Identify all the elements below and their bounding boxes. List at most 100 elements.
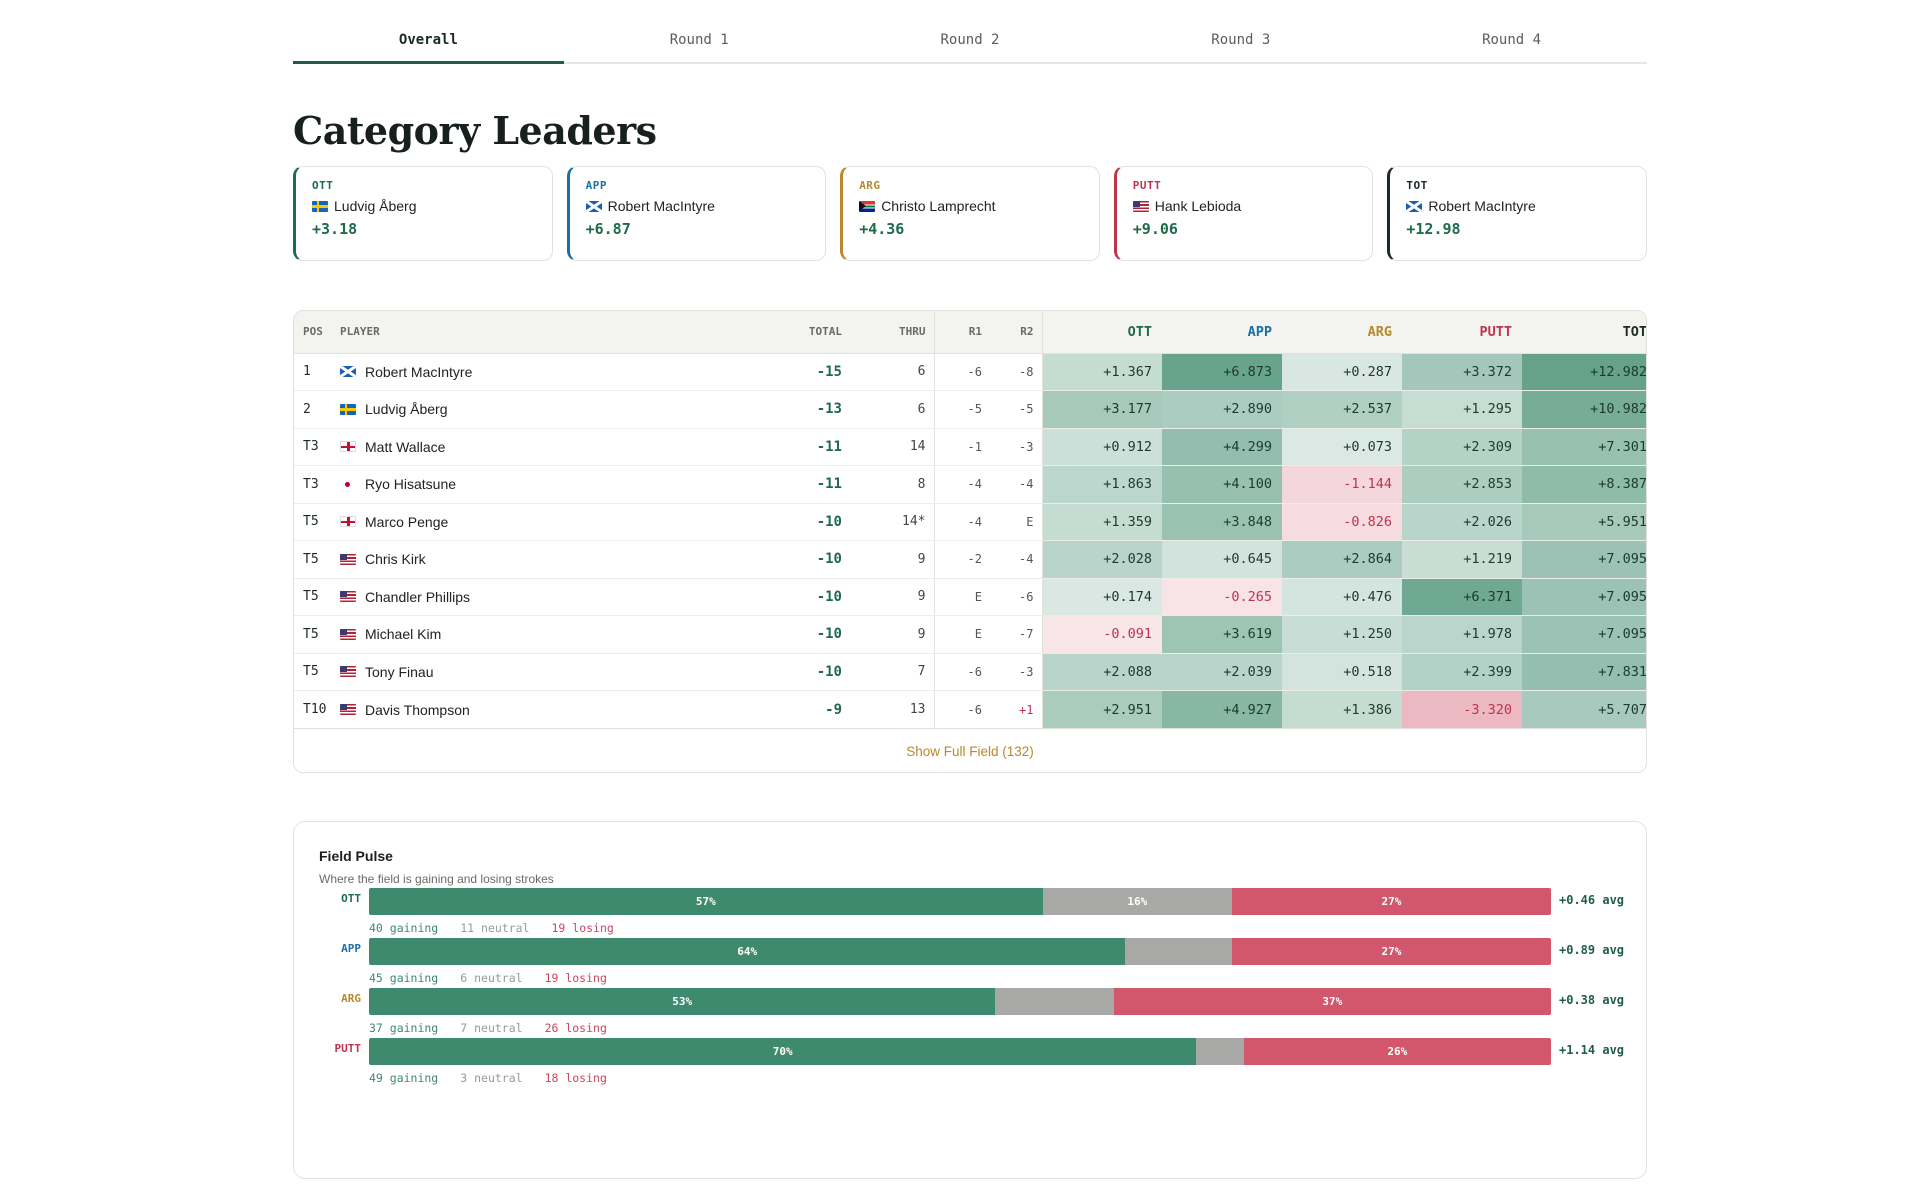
header-arg[interactable]: ARG — [1282, 311, 1402, 354]
header-r2[interactable]: R2 — [988, 311, 1043, 354]
table-row[interactable]: T5 Chandler Phillips -10 9 E -6 +0.174 -0.265 +0… — [294, 578, 1646, 616]
header-putt[interactable]: PUTT — [1402, 311, 1522, 354]
table-row[interactable]: 2 Ludvig Åberg -13 6 -5 -5 +3.177 +2.890 +2.537 +… — [294, 390, 1646, 429]
header-player[interactable]: PLAYER — [340, 311, 772, 354]
player-cell[interactable]: Michael Kim — [340, 615, 772, 654]
losing-segment[interactable]: 27% — [1231, 938, 1551, 965]
player-name[interactable]: Marco Penge — [365, 513, 449, 530]
leader-card-ott[interactable]: OTT Ludvig Åberg +3.18 — [293, 166, 553, 261]
total-cell: -15 — [772, 353, 852, 391]
header-app[interactable]: APP — [1162, 311, 1282, 354]
putt-cell: +1.295 — [1402, 390, 1522, 429]
tab-overall[interactable]: Overall — [293, 20, 564, 64]
neutral-segment[interactable]: 16% — [1042, 888, 1232, 915]
pulse-average: +1.14 avg — [1559, 1043, 1624, 1057]
leader-card-tot[interactable]: TOT Robert MacIntyre +12.98 — [1387, 166, 1647, 261]
r1-cell: -6 — [934, 353, 988, 391]
flag-usa-icon — [340, 553, 356, 565]
flag-usa-icon — [340, 591, 356, 603]
losing-segment[interactable]: 27% — [1231, 888, 1551, 915]
app-cell: +3.848 — [1162, 503, 1282, 541]
header-tot[interactable]: TOT — [1522, 311, 1646, 354]
total-cell: -10 — [772, 540, 852, 579]
tab-round-3[interactable]: Round 3 — [1211, 32, 1271, 48]
r1-cell: -1 — [934, 428, 988, 466]
player-name-wrap: Ludvig Åberg — [340, 401, 772, 417]
pulse-bar[interactable]: 70% 26% — [369, 1038, 1551, 1065]
player-cell[interactable]: Chris Kirk — [340, 540, 772, 579]
r1-cell: -6 — [934, 653, 988, 691]
header-thru[interactable]: THRU — [852, 311, 935, 354]
player-name[interactable]: Chris Kirk — [365, 551, 426, 568]
neutral-segment[interactable] — [995, 988, 1114, 1015]
player-name[interactable]: Davis Thompson — [365, 701, 470, 718]
table-row[interactable]: T5 Tony Finau -10 7 -6 -3 +2.088 +2.039 +0.518 +2… — [294, 653, 1646, 691]
leader-card-app[interactable]: APP Robert MacIntyre +6.87 — [566, 166, 827, 261]
category-leader-cards: OTT Ludvig Åberg +3.18 APP Robert MacIntyre +… — [293, 166, 1647, 261]
losing-count: 19 losing — [551, 921, 614, 935]
header-ott[interactable]: OTT — [1042, 311, 1162, 354]
player-name[interactable]: Ryo Hisatsune — [365, 476, 457, 493]
tot-cell: +7.095 — [1522, 578, 1646, 616]
r2-cell: -3 — [988, 653, 1043, 691]
app-cell: +6.873 — [1162, 353, 1282, 391]
player-name[interactable]: Ludvig Åberg — [365, 401, 448, 418]
player-cell[interactable]: Robert MacIntyre — [340, 353, 772, 391]
gaining-segment[interactable]: 64% — [369, 938, 1126, 965]
gaining-segment[interactable]: 70% — [369, 1038, 1197, 1065]
player-cell[interactable]: Tony Finau — [340, 653, 772, 691]
leader-value: +6.87 — [585, 220, 631, 238]
flag-usa-icon — [340, 666, 356, 678]
gaining-segment[interactable]: 57% — [369, 888, 1043, 915]
pos-cell: T5 — [294, 615, 340, 654]
arg-cell: +0.518 — [1282, 653, 1402, 691]
neutral-segment[interactable] — [1125, 938, 1232, 965]
gaining-count: 49 gaining — [369, 1071, 439, 1085]
show-full-field-button[interactable]: Show Full Field (132) — [294, 728, 1646, 772]
player-name[interactable]: Robert MacIntyre — [365, 363, 473, 380]
ott-cell: +1.367 — [1042, 353, 1162, 391]
leader-card-putt[interactable]: PUTT Hank Lebioda +9.06 — [1113, 166, 1374, 261]
ott-cell: +0.912 — [1042, 428, 1162, 466]
app-cell: +2.890 — [1162, 390, 1282, 429]
table-row[interactable]: 1 Robert MacIntyre -15 6 -6 -8 +1.367 +6.873 +0.… — [294, 353, 1646, 391]
player-name[interactable]: Matt Wallace — [365, 438, 446, 455]
putt-cell: +3.372 — [1402, 353, 1522, 391]
tot-cell: +12.982 — [1522, 353, 1646, 391]
player-name-wrap: Robert MacIntyre — [340, 364, 772, 380]
leader-card-arg[interactable]: ARG Christo Lamprecht +4.36 — [840, 166, 1100, 261]
player-cell[interactable]: Marco Penge — [340, 503, 772, 541]
neutral-count: 11 neutral — [460, 921, 530, 935]
gaining-segment[interactable]: 53% — [369, 988, 996, 1015]
tab-round-2[interactable]: Round 2 — [940, 32, 1000, 48]
table-row[interactable]: T3 Ryo Hisatsune -11 8 -4 -4 +1.863 +4.100 -1.14… — [294, 465, 1646, 504]
ott-cell: +2.088 — [1042, 653, 1162, 691]
table-row[interactable]: T3 Matt Wallace -11 14 -1 -3 +0.912 +4.299 +0.07… — [294, 428, 1646, 466]
tab-round-4[interactable]: Round 4 — [1482, 32, 1542, 48]
table-row[interactable]: T5 Marco Penge -10 14* -4 E +1.359 +3.848 -0.826… — [294, 503, 1646, 541]
header-pos[interactable]: POS — [294, 311, 340, 354]
player-cell[interactable]: Ludvig Åberg — [340, 390, 772, 429]
pulse-bar[interactable]: 57% 16% 27% — [369, 888, 1551, 915]
player-cell[interactable]: Ryo Hisatsune — [340, 465, 772, 504]
player-name-wrap: Marco Penge — [340, 514, 772, 530]
player-name[interactable]: Michael Kim — [365, 626, 442, 643]
pulse-bar[interactable]: 64% 27% — [369, 938, 1551, 965]
r1-cell: -2 — [934, 540, 988, 579]
neutral-segment[interactable] — [1196, 1038, 1244, 1065]
player-cell[interactable]: Matt Wallace — [340, 428, 772, 466]
pulse-bar[interactable]: 53% 37% — [369, 988, 1551, 1015]
player-name[interactable]: Chandler Phillips — [365, 588, 471, 605]
table-row[interactable]: T5 Michael Kim -10 9 E -7 -0.091 +3.619 +1.250 +1… — [294, 615, 1646, 654]
header-total[interactable]: TOTAL — [772, 311, 852, 354]
losing-segment[interactable]: 37% — [1113, 988, 1551, 1015]
leader-player-name: Hank Lebioda — [1154, 198, 1242, 214]
losing-segment[interactable]: 26% — [1243, 1038, 1551, 1065]
player-cell[interactable]: Chandler Phillips — [340, 578, 772, 616]
header-r1[interactable]: R1 — [934, 311, 988, 354]
table-row[interactable]: T10 Davis Thompson -9 13 -6 +1 +2.951 +4.927 +1.… — [294, 690, 1646, 729]
tab-round-1[interactable]: Round 1 — [669, 32, 729, 48]
player-name[interactable]: Tony Finau — [365, 663, 434, 680]
player-cell[interactable]: Davis Thompson — [340, 691, 772, 729]
table-row[interactable]: T5 Chris Kirk -10 9 -2 -4 +2.028 +0.645 +2.864 +1… — [294, 540, 1646, 579]
